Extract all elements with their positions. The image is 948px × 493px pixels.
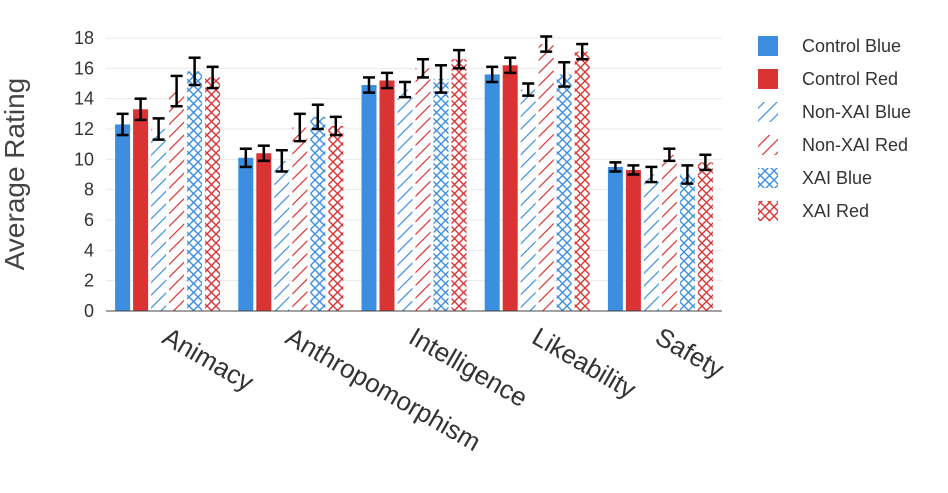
y-tick-label: 12 bbox=[74, 119, 94, 139]
bar-xai-red-safety bbox=[697, 162, 713, 311]
error-bar bbox=[609, 161, 622, 173]
error-bar bbox=[486, 65, 499, 84]
legend-item[interactable]: XAI Red bbox=[758, 201, 869, 221]
legend-label: Control Red bbox=[802, 69, 898, 89]
legend-label: Control Blue bbox=[802, 36, 901, 56]
x-category-label: Safety bbox=[650, 321, 729, 384]
error-bar bbox=[206, 65, 219, 90]
error-bar bbox=[239, 147, 252, 169]
error-bar bbox=[275, 148, 288, 173]
bar-control-blue-anthropomorphism bbox=[238, 157, 254, 311]
bar-non-xai-blue-anthropomorphism bbox=[274, 160, 290, 311]
error-bar bbox=[116, 112, 129, 137]
error-bar bbox=[311, 103, 324, 131]
error-bar bbox=[363, 76, 375, 94]
legend-label: XAI Red bbox=[802, 201, 869, 221]
bar-non-xai-red-likeability bbox=[538, 44, 554, 312]
error-bar bbox=[453, 48, 465, 70]
y-tick-label: 10 bbox=[74, 149, 94, 169]
error-bar bbox=[645, 165, 658, 184]
legend: Control Blue Control Red Non-XAI Blue Non-X… bbox=[758, 36, 911, 221]
y-tick-label: 16 bbox=[74, 58, 94, 78]
bar-non-xai-red-safety bbox=[661, 154, 677, 311]
x-category-label: Likeability bbox=[527, 321, 641, 404]
bar-non-xai-blue-animacy bbox=[151, 129, 167, 311]
y-axis-title: Average Rating bbox=[0, 78, 30, 271]
bars bbox=[115, 44, 713, 312]
bar-non-xai-red-intelligence bbox=[415, 68, 431, 311]
bar-non-xai-blue-likeability bbox=[520, 89, 536, 311]
legend-swatch bbox=[758, 69, 778, 89]
bar-non-xai-blue-intelligence bbox=[397, 89, 413, 311]
bar-xai-red-anthropomorphism bbox=[328, 125, 344, 311]
legend-item[interactable]: Control Red bbox=[758, 69, 898, 89]
error-bar bbox=[681, 164, 694, 185]
bar-xai-red-likeability bbox=[574, 51, 590, 312]
y-tick-label: 8 bbox=[84, 180, 94, 200]
error-bar bbox=[417, 57, 429, 79]
bar-xai-red-animacy bbox=[205, 77, 221, 311]
legend-swatch bbox=[758, 36, 778, 56]
bar-control-red-likeability bbox=[502, 65, 518, 311]
error-bar bbox=[134, 97, 147, 122]
y-tick-label: 4 bbox=[84, 240, 94, 260]
y-tick-label: 6 bbox=[84, 210, 94, 230]
bar-control-red-safety bbox=[625, 169, 641, 311]
legend-swatch bbox=[758, 168, 778, 188]
bar-xai-blue-animacy bbox=[187, 71, 203, 311]
bar-xai-blue-safety bbox=[679, 174, 695, 311]
error-bars bbox=[116, 35, 712, 185]
y-axis-ticks: 0 2 4 6 8 10 12 14 16 18 bbox=[74, 28, 94, 321]
bar-control-blue-animacy bbox=[115, 124, 131, 311]
error-bar bbox=[522, 82, 535, 97]
error-bar bbox=[576, 42, 589, 61]
error-bar bbox=[329, 115, 342, 137]
legend-label: Non-XAI Red bbox=[802, 135, 908, 155]
error-bar bbox=[699, 153, 712, 172]
legend-swatch bbox=[758, 201, 778, 221]
error-bar bbox=[170, 74, 183, 108]
bar-non-xai-red-animacy bbox=[169, 91, 185, 311]
error-bar bbox=[435, 64, 447, 94]
error-bar bbox=[558, 61, 571, 88]
bar-control-red-animacy bbox=[133, 109, 149, 312]
legend-item[interactable]: Control Blue bbox=[758, 36, 901, 56]
error-bar bbox=[399, 80, 411, 99]
x-category-label: Animacy bbox=[158, 321, 259, 397]
bar-xai-red-intelligence bbox=[451, 59, 467, 311]
legend-item[interactable]: Non-XAI Blue bbox=[758, 102, 911, 122]
bar-control-red-intelligence bbox=[379, 80, 395, 311]
bar-xai-blue-anthropomorphism bbox=[310, 116, 326, 311]
bar-non-xai-blue-safety bbox=[643, 174, 659, 311]
error-bar bbox=[293, 112, 306, 143]
error-bar bbox=[627, 164, 640, 176]
error-bar bbox=[540, 35, 553, 53]
error-bar bbox=[504, 56, 517, 75]
legend-label: XAI Blue bbox=[802, 168, 872, 188]
legend-swatch bbox=[758, 135, 778, 155]
y-tick-label: 2 bbox=[84, 271, 94, 291]
bar-control-blue-safety bbox=[607, 166, 623, 311]
y-tick-label: 14 bbox=[74, 89, 94, 109]
legend-label: Non-XAI Blue bbox=[802, 102, 911, 122]
x-axis-category-labels: Animacy AnthropomorphismIntelligenceLikea… bbox=[158, 321, 730, 457]
bar-control-red-anthropomorphism bbox=[256, 153, 272, 311]
legend-swatch bbox=[758, 102, 778, 122]
y-tick-label: 0 bbox=[84, 301, 94, 321]
error-bar bbox=[663, 147, 676, 163]
bar-control-blue-likeability bbox=[484, 74, 500, 312]
legend-item[interactable]: XAI Blue bbox=[758, 168, 872, 188]
legend-item[interactable]: Non-XAI Red bbox=[758, 135, 908, 155]
y-tick-label: 18 bbox=[74, 28, 94, 48]
bar-xai-blue-intelligence bbox=[433, 78, 449, 311]
error-bar bbox=[188, 56, 201, 87]
error-bar bbox=[257, 144, 270, 163]
bar-non-xai-red-anthropomorphism bbox=[292, 127, 308, 311]
error-bar bbox=[152, 117, 165, 141]
bar-control-blue-intelligence bbox=[361, 85, 377, 312]
error-bar bbox=[381, 71, 393, 90]
bar-xai-blue-likeability bbox=[556, 74, 572, 312]
